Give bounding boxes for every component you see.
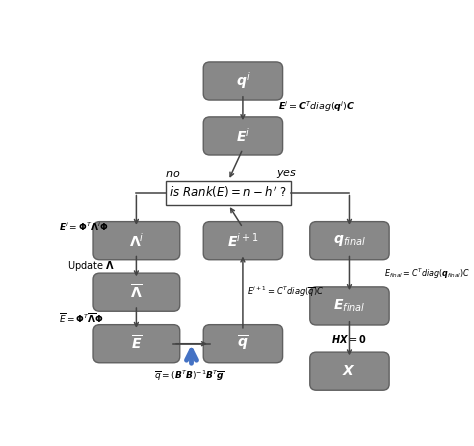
Text: $no$: $no$	[165, 169, 181, 179]
Text: $\boldsymbol{q}^i$: $\boldsymbol{q}^i$	[236, 70, 250, 91]
Text: $\boldsymbol{q}_{final}$: $\boldsymbol{q}_{final}$	[333, 233, 366, 248]
Text: $\boldsymbol{E}^i = \boldsymbol{\Phi}^T\boldsymbol{\Lambda}^i\boldsymbol{\Phi}$: $\boldsymbol{E}^i = \boldsymbol{\Phi}^T\…	[59, 221, 109, 233]
FancyBboxPatch shape	[203, 62, 283, 100]
Text: $\overline{\boldsymbol{q}}$: $\overline{\boldsymbol{q}}$	[237, 334, 249, 353]
Text: $\mathit{is\ Rank(E) = n - h'\ ?}$: $\mathit{is\ Rank(E) = n - h'\ ?}$	[169, 185, 287, 200]
FancyBboxPatch shape	[310, 352, 389, 390]
FancyBboxPatch shape	[310, 222, 389, 260]
Text: $\boldsymbol{E}^i$: $\boldsymbol{E}^i$	[236, 127, 250, 145]
Text: $\boldsymbol{E}^i = \boldsymbol{C}^T diag(\boldsymbol{q}^i)\boldsymbol{C}$: $\boldsymbol{E}^i = \boldsymbol{C}^T dia…	[278, 99, 356, 114]
Text: $E^{i+1} = C^T diag(\overline{q})C$: $E^{i+1} = C^T diag(\overline{q})C$	[246, 285, 324, 300]
FancyBboxPatch shape	[310, 287, 389, 325]
FancyBboxPatch shape	[166, 181, 291, 205]
Text: $\boldsymbol{\Lambda}^i$: $\boldsymbol{\Lambda}^i$	[128, 232, 144, 250]
FancyBboxPatch shape	[93, 325, 180, 363]
FancyBboxPatch shape	[93, 222, 180, 260]
Text: $\boldsymbol{E}_{final}$: $\boldsymbol{E}_{final}$	[333, 298, 366, 314]
FancyBboxPatch shape	[203, 222, 283, 260]
Text: $\boldsymbol{E}^{i+1}$: $\boldsymbol{E}^{i+1}$	[227, 232, 259, 250]
Text: $\overline{\boldsymbol{E}}$: $\overline{\boldsymbol{E}}$	[131, 334, 142, 353]
Text: Update $\boldsymbol{\Lambda}$: Update $\boldsymbol{\Lambda}$	[66, 260, 115, 273]
FancyBboxPatch shape	[93, 273, 180, 311]
Text: $\overline{E} = \boldsymbol{\Phi}^T\overline{\boldsymbol{\Lambda}}\boldsymbol{\P: $\overline{E} = \boldsymbol{\Phi}^T\over…	[59, 311, 104, 325]
Text: $\overline{\boldsymbol{\Lambda}}$: $\overline{\boldsymbol{\Lambda}}$	[130, 283, 143, 301]
Text: $\boldsymbol{HX} = \boldsymbol{0}$: $\boldsymbol{HX} = \boldsymbol{0}$	[331, 333, 367, 345]
Text: $\overline{q} = (\boldsymbol{B}^T\boldsymbol{B})^{-1}\boldsymbol{B}^T\overline{\: $\overline{q} = (\boldsymbol{B}^T\boldsy…	[154, 368, 225, 384]
FancyBboxPatch shape	[203, 117, 283, 155]
Text: $yes$: $yes$	[276, 168, 298, 180]
FancyBboxPatch shape	[203, 325, 283, 363]
Text: $\boldsymbol{X}$: $\boldsymbol{X}$	[343, 364, 356, 378]
Text: $E_{final} = C^T diag(\boldsymbol{q}_{final})C$: $E_{final} = C^T diag(\boldsymbol{q}_{fi…	[384, 266, 471, 281]
